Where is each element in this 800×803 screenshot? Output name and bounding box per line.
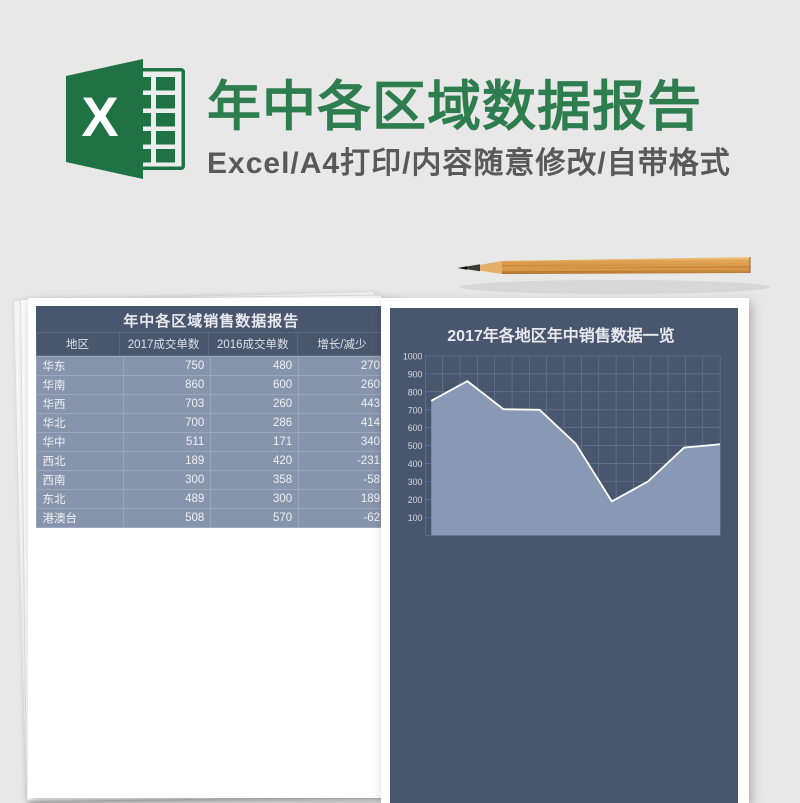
- svg-text:900: 900: [408, 369, 423, 379]
- svg-text:400: 400: [408, 459, 423, 469]
- svg-text:300: 300: [408, 476, 423, 486]
- svg-text:600: 600: [408, 423, 423, 433]
- svg-text:X: X: [81, 85, 118, 148]
- svg-text:500: 500: [408, 441, 423, 451]
- svg-text:1000: 1000: [403, 351, 423, 361]
- svg-text:100: 100: [408, 512, 423, 522]
- svg-text:800: 800: [408, 387, 423, 397]
- svg-text:200: 200: [408, 494, 423, 504]
- svg-text:700: 700: [408, 405, 423, 415]
